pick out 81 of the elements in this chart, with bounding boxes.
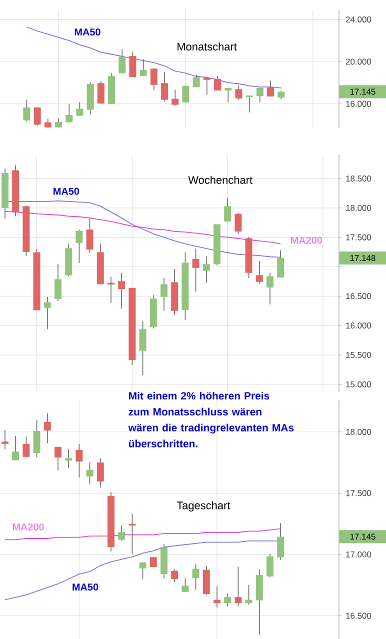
y-tick-label: 24.000 bbox=[346, 16, 372, 22]
candlestick bbox=[150, 68, 158, 90]
candlestick bbox=[266, 272, 274, 305]
candlestick bbox=[118, 272, 126, 309]
series-label: MA200 bbox=[291, 236, 322, 244]
candlestick bbox=[245, 584, 252, 606]
y-tick-label: 20.000 bbox=[346, 58, 372, 65]
candlestick bbox=[140, 58, 147, 76]
candlestick bbox=[139, 562, 146, 580]
series-label: MA50 bbox=[72, 584, 98, 591]
candlestick bbox=[12, 436, 20, 461]
candlestick bbox=[266, 553, 274, 578]
candlestick bbox=[160, 277, 168, 312]
candlestick bbox=[171, 568, 178, 583]
candlestick bbox=[23, 99, 30, 122]
candlestick bbox=[76, 102, 84, 116]
candlestick bbox=[34, 107, 41, 126]
candlestick bbox=[76, 443, 83, 478]
candlestick bbox=[235, 84, 242, 100]
candlestick bbox=[161, 71, 168, 102]
text: 17.145 bbox=[350, 534, 376, 540]
series-label: MA50 bbox=[54, 188, 80, 195]
series-label: MA200 bbox=[12, 523, 44, 531]
y-tick-label: 17.500 bbox=[346, 490, 372, 496]
candlestick bbox=[97, 80, 104, 104]
y-tick-label: 17.500 bbox=[346, 234, 372, 240]
candlestick bbox=[139, 320, 146, 376]
candlestick bbox=[44, 296, 51, 330]
candlestick bbox=[192, 564, 200, 590]
candlestick bbox=[277, 522, 284, 560]
y-tick-label: 16.000 bbox=[346, 322, 372, 329]
candlestick bbox=[54, 446, 62, 471]
candlestick bbox=[76, 229, 83, 264]
candlestick bbox=[224, 593, 232, 607]
candlestick bbox=[96, 458, 104, 488]
y-tick-label: 16.000 bbox=[346, 100, 372, 107]
candlestick bbox=[192, 74, 200, 88]
text: Wochenchart bbox=[188, 176, 252, 184]
candlestick bbox=[213, 586, 220, 608]
annotation: Mit einem 2% höheren Preis zum Monatsschluss wären wären die tradingrelevanten MAs überschritten. bbox=[128, 392, 294, 448]
candlestick bbox=[118, 525, 126, 541]
candlestick bbox=[65, 448, 72, 469]
candlestick bbox=[246, 95, 253, 113]
y-tick-label: 18.000 bbox=[346, 204, 372, 211]
candlestick bbox=[22, 436, 30, 458]
candlestick bbox=[172, 89, 179, 106]
candlestick bbox=[54, 264, 62, 302]
y-tick-label: 18.500 bbox=[346, 176, 372, 182]
y-tick-label: 15.000 bbox=[346, 381, 372, 388]
y-tick-label: 15.500 bbox=[346, 352, 372, 358]
candlestick bbox=[44, 412, 51, 444]
y-tick-label: 17.000 bbox=[346, 551, 372, 558]
candlestick bbox=[256, 260, 263, 284]
candlestick bbox=[86, 462, 94, 485]
candlestick bbox=[182, 85, 190, 103]
candlestick bbox=[224, 87, 232, 103]
y-tick-label: 16.500 bbox=[346, 612, 372, 619]
series-label: MA50 bbox=[74, 28, 100, 36]
y-tick-label: 18.000 bbox=[346, 428, 372, 435]
candlestick bbox=[118, 48, 126, 74]
candlestick bbox=[66, 104, 73, 123]
candlestick bbox=[234, 212, 242, 234]
candlestick bbox=[86, 217, 94, 254]
text: 17.148 bbox=[350, 255, 376, 262]
y-tick-label: 16.500 bbox=[346, 293, 372, 300]
text: Monatschart bbox=[178, 42, 237, 51]
candlestick bbox=[203, 76, 210, 96]
candlestick bbox=[182, 578, 189, 592]
candlestick bbox=[202, 256, 210, 284]
candlestick bbox=[267, 80, 274, 97]
candlestick bbox=[1, 430, 8, 450]
text: Tageschart bbox=[176, 501, 230, 512]
candlestick bbox=[192, 248, 200, 292]
candlestick bbox=[277, 250, 284, 278]
candlestick bbox=[234, 566, 242, 607]
candlestick bbox=[214, 75, 222, 91]
text: 17.145 bbox=[350, 88, 376, 95]
candlestick bbox=[256, 87, 264, 103]
candlestick bbox=[33, 419, 40, 458]
candlestick bbox=[224, 198, 232, 222]
candlestick bbox=[129, 51, 136, 78]
